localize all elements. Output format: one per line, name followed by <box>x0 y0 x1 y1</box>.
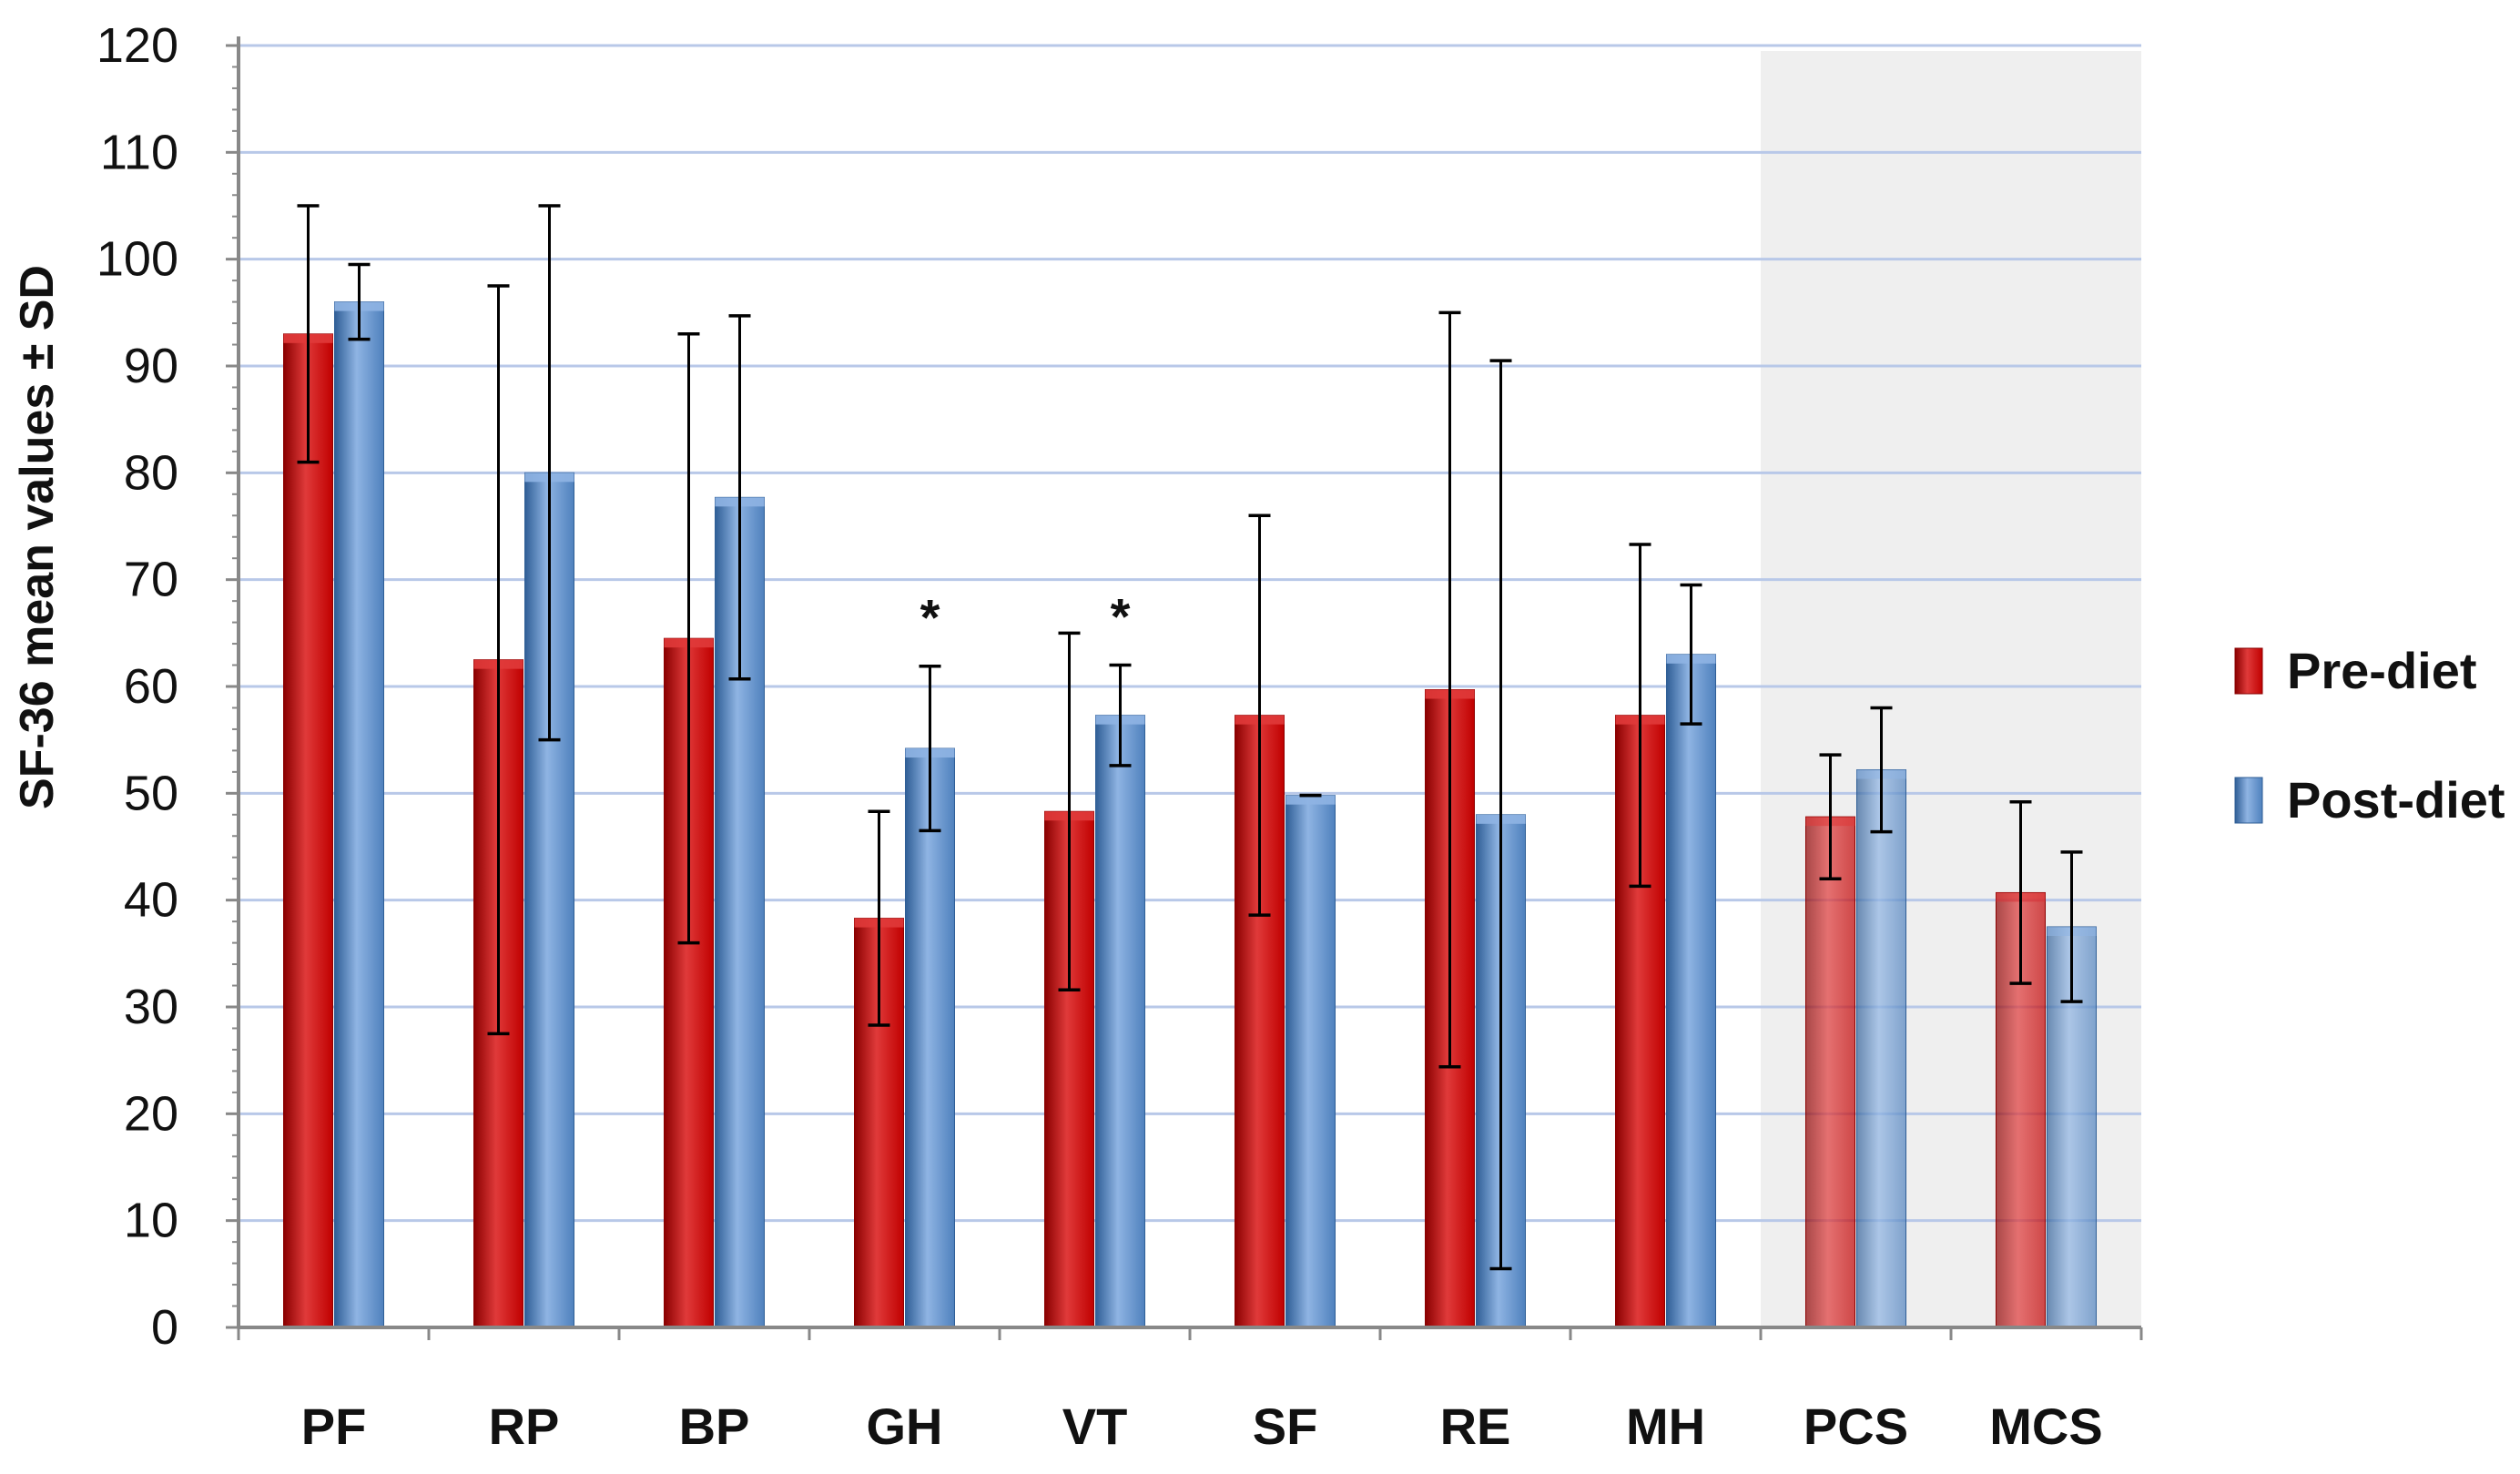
y-tick-label-0: 0 <box>151 1300 178 1355</box>
bar-pre-diet-pcs <box>1805 816 1855 1328</box>
y-tick-label-30: 30 <box>124 980 178 1034</box>
bar-post-diet-sf <box>1285 795 1336 1328</box>
y-tick-label-40: 40 <box>124 873 178 928</box>
x-category-label-rp: RP <box>489 1398 560 1455</box>
y-tick-label-90: 90 <box>124 339 178 393</box>
y-axis-title: SF-36 mean values ± SD <box>11 265 64 809</box>
x-category-label-mh: MH <box>1626 1398 1705 1455</box>
y-tick-label-50: 50 <box>124 766 178 820</box>
significance-star-gh: * <box>920 589 940 646</box>
significance-star-vt: * <box>1111 588 1131 646</box>
bar-cap-post-diet-sf <box>1285 795 1336 805</box>
y-tick-label-110: 110 <box>100 125 178 179</box>
legend-swatch-pre-diet <box>2234 647 2263 695</box>
legend-swatch-post-diet <box>2234 777 2263 824</box>
x-category-label-bp: BP <box>679 1398 750 1455</box>
axes <box>226 36 2143 1340</box>
x-category-label-vt: VT <box>1062 1398 1128 1455</box>
x-category-label-sf: SF <box>1253 1398 1318 1455</box>
bar-post-diet-gh <box>905 747 955 1328</box>
y-tick-labels: 0 10 20 30 40 50 60 70 80 90 100 110 120 <box>97 18 178 1355</box>
x-category-label-pcs: PCS <box>1804 1398 1908 1455</box>
y-tick-label-10: 10 <box>124 1194 178 1248</box>
legend-label-pre-diet: Pre-diet <box>2287 642 2477 699</box>
y-tick-label-60: 60 <box>124 659 178 714</box>
y-tick-label-120: 120 <box>97 18 178 73</box>
error-bars <box>297 204 2083 1271</box>
bar-post-diet-vt <box>1095 715 1145 1328</box>
x-category-labels: PF RP BP GH VT SF RE MH PCS MCS <box>301 1398 2103 1455</box>
y-tick-label-20: 20 <box>124 1086 178 1141</box>
x-category-label-mcs: MCS <box>1989 1398 2102 1455</box>
significance-markers: * * <box>920 588 1131 646</box>
x-category-label-pf: PF <box>301 1398 367 1455</box>
y-tick-label-100: 100 <box>97 232 178 287</box>
x-category-label-re: RE <box>1440 1398 1511 1455</box>
y-tick-label-80: 80 <box>124 445 178 500</box>
bar-pre-diet-pf <box>283 333 333 1328</box>
bar-post-diet-mh <box>1666 654 1716 1328</box>
x-category-label-gh: GH <box>867 1398 943 1455</box>
y-tick-label-70: 70 <box>124 553 178 607</box>
bar-post-diet-pf <box>334 301 384 1328</box>
bars <box>283 301 2097 1328</box>
bar-post-diet-pcs <box>1856 769 1906 1328</box>
legend: Pre-diet Post-diet <box>2234 642 2505 828</box>
legend-label-post-diet: Post-diet <box>2287 771 2505 828</box>
